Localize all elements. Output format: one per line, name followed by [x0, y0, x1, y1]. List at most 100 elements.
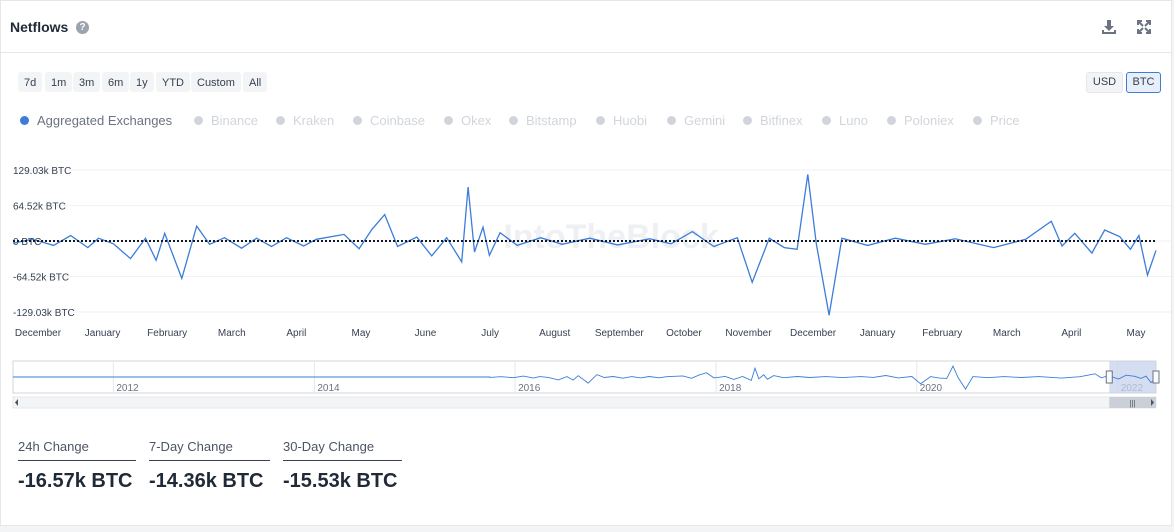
card-header: Netflows ? — [1, 1, 1171, 53]
stat-label: 24h Change — [18, 439, 136, 461]
legend-dot — [20, 116, 29, 125]
x-axis-labels: December January February March April May June… — [15, 328, 1146, 339]
range-all-button[interactable]: All — [243, 72, 268, 92]
watermark: IntoTheBlock — [503, 218, 718, 256]
legend-binance[interactable]: Binance — [194, 113, 258, 129]
x-tick-label: March — [218, 328, 246, 339]
stat-24h: 24h Change -16.57k BTC — [18, 439, 136, 493]
legend-label: Aggregated Exchanges — [37, 113, 173, 128]
legend-okex[interactable]: Okex — [444, 113, 491, 129]
x-tick-label: December — [15, 328, 62, 339]
navigator-layer: 201220142016201820202022||| — [12, 360, 1160, 409]
y-axis-labels: 129.03k BTC 64.52k BTC 0 BTC -64.52k BTC -12… — [13, 166, 75, 319]
card-title: Netflows — [10, 19, 69, 35]
x-tick-label: June — [415, 328, 437, 339]
navigator-year-label: 2020 — [920, 383, 943, 394]
stat-value: -16.57k BTC — [18, 470, 133, 492]
y-tick-label: -129.03k BTC — [13, 308, 75, 319]
range-7d-button[interactable]: 7d — [18, 72, 43, 92]
scrollbar-grip-icon: ||| — [1130, 399, 1136, 408]
navigator-scrollbar-track — [12, 396, 1157, 409]
legend-bitfinex[interactable]: Bitfinex — [743, 113, 803, 129]
legend-poloniex[interactable]: Poloniex — [887, 113, 954, 129]
legend-bitstamp[interactable]: Bitstamp — [509, 113, 577, 129]
x-tick-label: May — [1127, 328, 1146, 339]
legend-dot — [887, 116, 896, 125]
unit-btc-button[interactable]: BTC — [1126, 72, 1161, 93]
netflows-chart[interactable]: IntoTheBlock 129.03k BTC 64.52k BTC 0 BTC -… — [1, 156, 1173, 346]
legend-dot — [276, 116, 285, 125]
x-tick-label: September — [595, 328, 645, 339]
range-6m-button[interactable]: 6m — [102, 72, 130, 92]
series-line-aggregated-exchanges — [12, 174, 1157, 316]
y-tick-label: -64.52k BTC — [13, 273, 69, 284]
navigator-year-label: 2014 — [317, 383, 340, 394]
legend-label: Coinbase — [370, 113, 425, 128]
range-ytd-button[interactable]: YTD — [156, 72, 190, 92]
legend-label: Luno — [839, 113, 868, 128]
legend-dot — [509, 116, 518, 125]
range-1m-button[interactable]: 1m — [45, 72, 73, 92]
range-1y-button[interactable]: 1y — [130, 72, 154, 92]
legend-gemini[interactable]: Gemini — [667, 113, 725, 129]
legend-kraken[interactable]: Kraken — [276, 113, 334, 129]
legend-aggregated-exchanges[interactable]: Aggregated Exchanges — [20, 113, 172, 129]
navigator-year-label: 2012 — [116, 383, 139, 394]
x-tick-label: August — [539, 328, 570, 339]
legend-label: Bitstamp — [526, 113, 577, 128]
legend-dot — [667, 116, 676, 125]
legend-dot — [822, 116, 831, 125]
legend-dot — [973, 116, 982, 125]
stat-30d: 30-Day Change -15.53k BTC — [283, 439, 402, 493]
series-layer — [12, 174, 1157, 316]
legend-huobi[interactable]: Huobi — [596, 113, 647, 129]
y-tick-label: 129.03k BTC — [13, 166, 71, 177]
legend-dot — [743, 116, 752, 125]
x-tick-label: February — [147, 328, 187, 339]
navigator[interactable]: 201220142016201820202022||| — [1, 356, 1173, 411]
legend-label: Binance — [211, 113, 258, 128]
legend-label: Huobi — [613, 113, 647, 128]
x-tick-label: November — [725, 328, 772, 339]
x-tick-label: July — [481, 328, 499, 339]
navigator-series-line — [13, 365, 1157, 390]
x-tick-label: May — [351, 328, 370, 339]
stat-label: 7-Day Change — [149, 439, 270, 461]
legend-dot — [444, 116, 453, 125]
navigator-scrollbar-thumb — [1109, 397, 1156, 408]
download-icon[interactable] — [1100, 18, 1118, 36]
x-tick-label: April — [286, 328, 306, 339]
navigator-selection — [1109, 361, 1156, 393]
navigator-year-label: 2016 — [518, 383, 541, 394]
legend-label: Price — [990, 113, 1020, 128]
legend-label: Bitfinex — [760, 113, 803, 128]
range-custom-button[interactable]: Custom — [191, 72, 241, 92]
question-circle-icon[interactable]: ? — [76, 21, 89, 34]
legend-dot — [596, 116, 605, 125]
x-tick-label: April — [1061, 328, 1081, 339]
x-tick-label: October — [666, 328, 702, 339]
stat-label: 30-Day Change — [283, 439, 402, 461]
legend-label: Poloniex — [904, 113, 954, 128]
stat-value: -14.36k BTC — [149, 470, 264, 492]
stat-7d: 7-Day Change -14.36k BTC — [149, 439, 270, 493]
legend-label: Kraken — [293, 113, 335, 128]
navigator-handle-right — [1152, 370, 1160, 384]
legend-luno[interactable]: Luno — [822, 113, 868, 129]
y-tick-label: 0 BTC — [13, 237, 41, 248]
legend-price[interactable]: Price — [973, 113, 1020, 129]
navigator-handle-left — [1105, 370, 1113, 384]
x-tick-label: February — [922, 328, 962, 339]
range-3m-button[interactable]: 3m — [73, 72, 101, 92]
x-tick-label: January — [85, 328, 121, 339]
unit-usd-button[interactable]: USD — [1086, 72, 1123, 93]
y-tick-label: 64.52k BTC — [13, 201, 66, 212]
legend-coinbase[interactable]: Coinbase — [353, 113, 425, 129]
scroll-right-icon — [1151, 399, 1154, 406]
expand-icon[interactable] — [1135, 18, 1153, 36]
stat-value: -15.53k BTC — [283, 470, 398, 492]
legend-dot — [353, 116, 362, 125]
legend-label: Gemini — [684, 113, 726, 128]
navigator-year-label: 2018 — [719, 383, 742, 394]
